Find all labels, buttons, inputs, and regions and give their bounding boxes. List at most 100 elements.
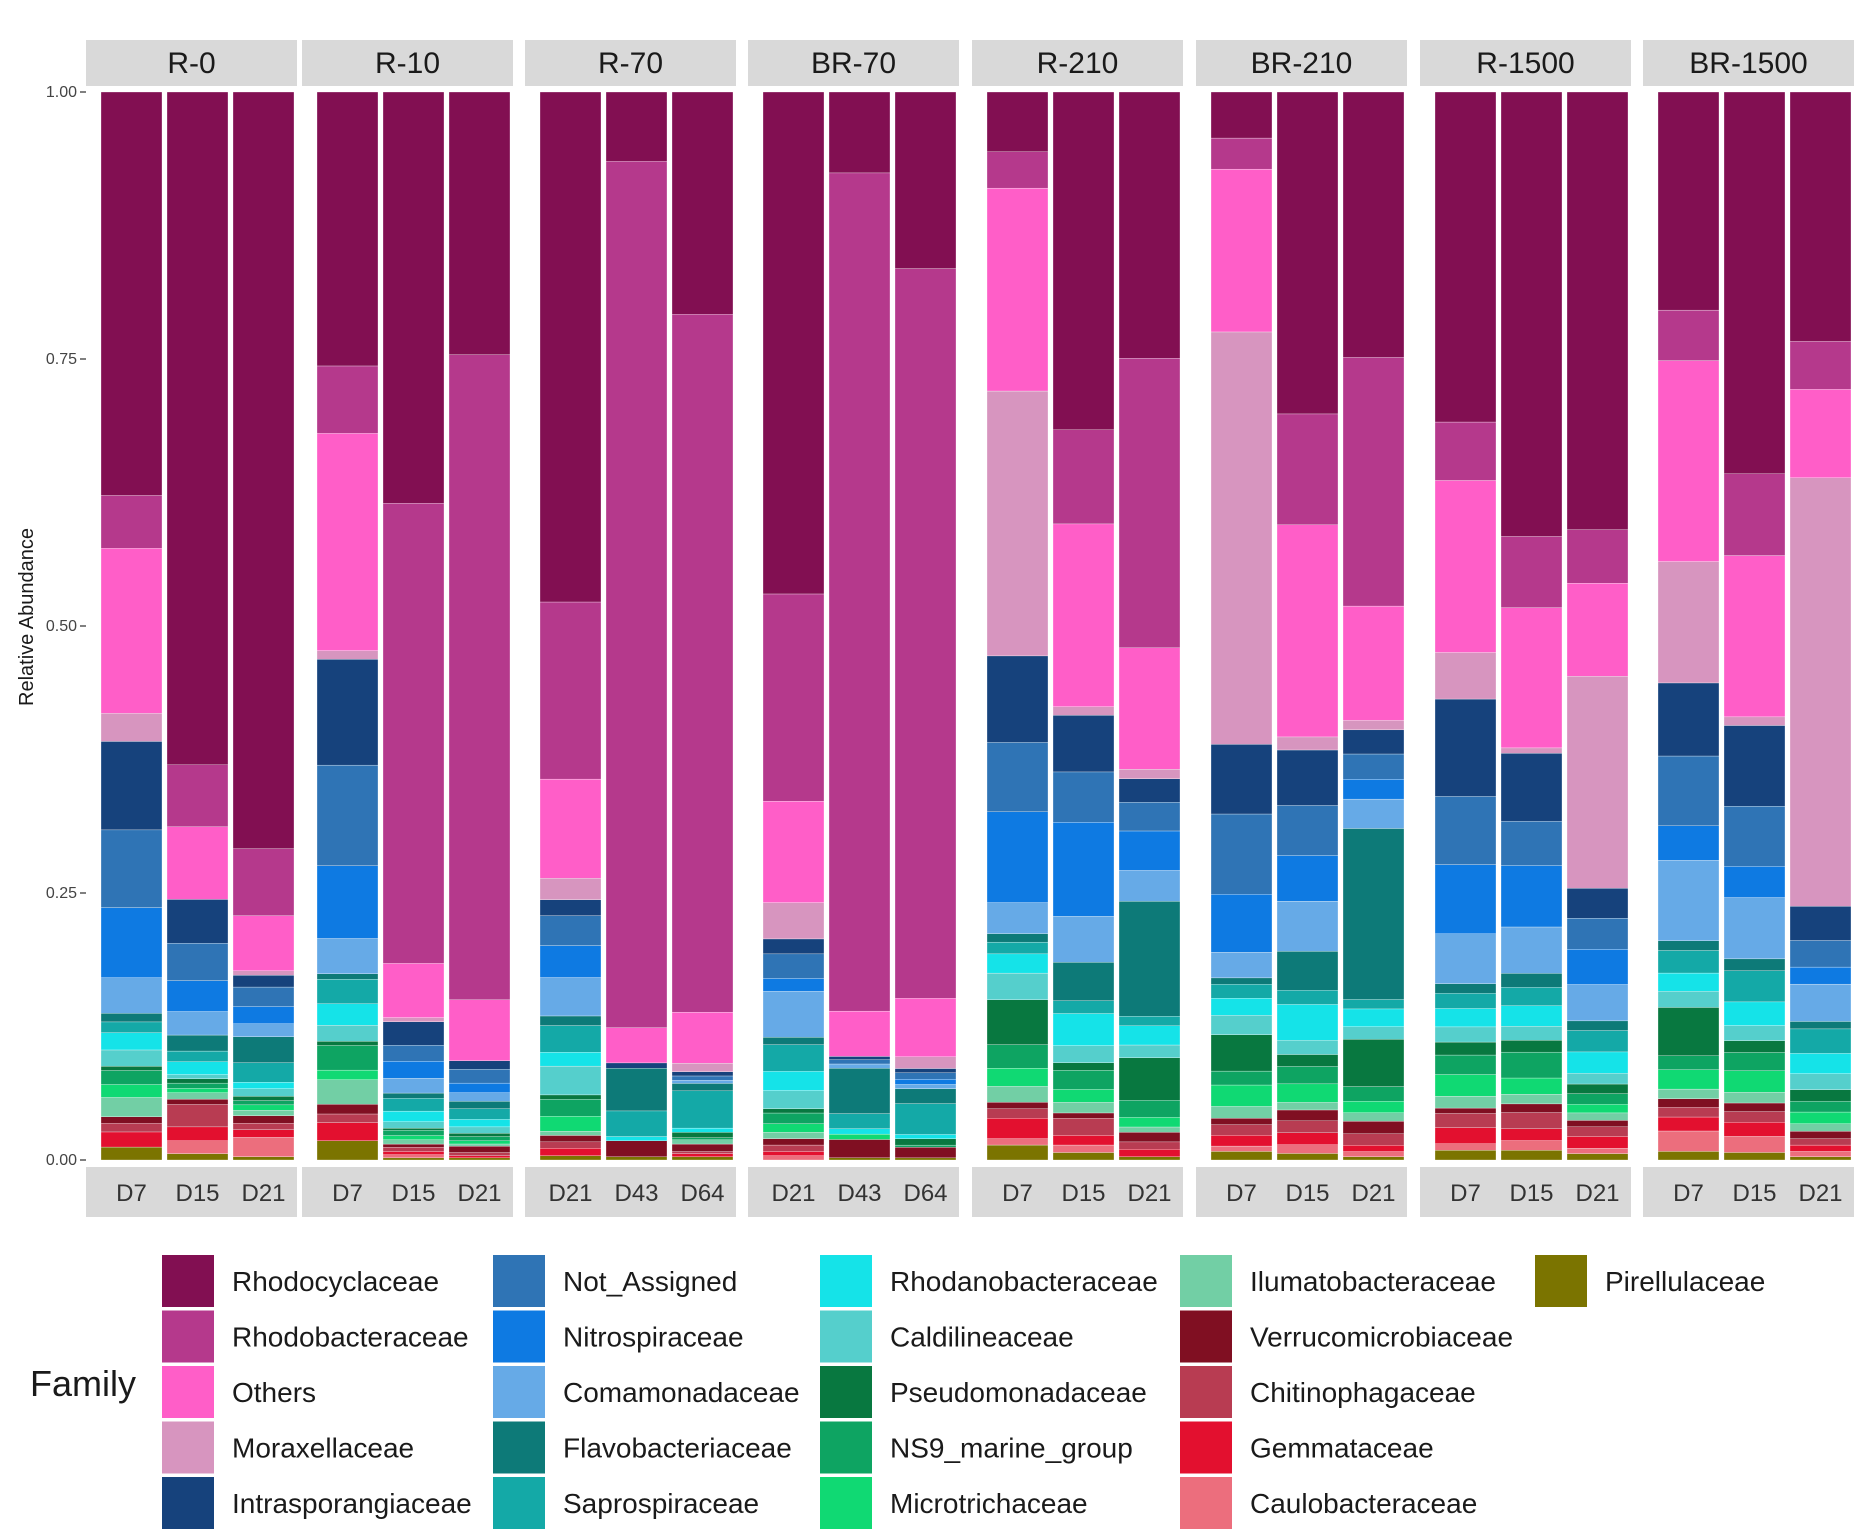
x-tick-label: D21 (241, 1180, 285, 1207)
segment-rhodobacteraceae (232, 848, 295, 916)
segment-rhodocyclaceae (1276, 91, 1339, 415)
bar-r-0-d15 (166, 91, 229, 1161)
segment-not-assigned (166, 943, 229, 981)
segment-gemmataceae (448, 1155, 511, 1159)
segment-chitinophagaceae (1789, 1138, 1852, 1146)
segment-ns9-marine-group (539, 1099, 602, 1117)
segment-nitrospiraceae (986, 811, 1049, 903)
segment-comamonadaceae (986, 902, 1049, 934)
segment-chitinophagaceae (539, 1141, 602, 1149)
segment-rhodanobacteraceae (539, 1052, 602, 1067)
segment-caldilineaceae (1434, 1026, 1497, 1043)
panel-br-210: BR-210 D7 D15 D21 (1196, 40, 1407, 1217)
segment-chitinophagaceae (1500, 1112, 1563, 1129)
segment-rhodanobacteraceae (316, 1003, 379, 1026)
segment-verrucomicrobiaceae (1500, 1103, 1563, 1113)
segment-caldilineaceae (1210, 1015, 1273, 1035)
segment-rhodocyclaceae (1500, 91, 1563, 537)
segment-pseudomonadaceae (1118, 1057, 1181, 1101)
segment-rhodobacteraceae (1566, 529, 1629, 584)
segment-pirellulaceae (986, 1144, 1049, 1161)
x-tick-label: D21 (1575, 1180, 1619, 1207)
segment-flavobacteriaceae (894, 1088, 957, 1104)
segment-saprospiraceae (316, 978, 379, 1004)
segment-nitrospiraceae (1276, 855, 1339, 902)
legend-entries: Rhodocyclaceae Rhodobacteraceae Others Mora… (162, 1255, 1765, 1529)
segment-chitinophagaceae (1052, 1118, 1115, 1136)
segment-rhodanobacteraceae (1434, 1008, 1497, 1028)
segment-saprospiraceae (232, 1062, 295, 1083)
x-strip (1420, 1167, 1631, 1217)
segment-flavobacteriaceae (316, 973, 379, 980)
segment-rhodobacteraceae (894, 268, 957, 999)
segment-ilumatobacteraceae (1052, 1102, 1115, 1114)
y-axis: 0.00 0.25 0.50 0.75 1.00 (46, 84, 86, 1169)
segment-ilumatobacteraceae (1500, 1094, 1563, 1105)
segment-flavobacteriaceae (1789, 1021, 1852, 1030)
segment-pseudomonadaceae (1434, 1041, 1497, 1056)
segment-caldilineaceae (1052, 1045, 1115, 1063)
segment-others (448, 999, 511, 1061)
segment-pirellulaceae (894, 1157, 957, 1161)
segment-intrasporangiaceae (986, 655, 1049, 743)
segment-flavobacteriaceae (1342, 828, 1405, 1000)
x-tick-label: D7 (116, 1180, 147, 1207)
segment-rhodocyclaceae (316, 91, 379, 367)
x-tick-label: D64 (680, 1180, 724, 1207)
segment-microtrichaceae (1210, 1084, 1273, 1107)
segment-pseudomonadaceae (1276, 1054, 1339, 1067)
legend-item-rhodanobacteraceae: Rhodanobacteraceae (820, 1255, 1158, 1307)
bar-br-1500-d15 (1723, 91, 1786, 1161)
segment-ns9-marine-group (1657, 1055, 1720, 1070)
bar-r-70-d43 (605, 91, 668, 1161)
legend-item-intrasporangiaceae: Intrasporangiaceae (162, 1477, 472, 1529)
segment-flavobacteriaceae (1276, 951, 1339, 991)
segment-pirellulaceae (316, 1140, 379, 1161)
segment-not-assigned (316, 764, 379, 866)
segment-ns9-marine-group (762, 1112, 825, 1124)
segment-comamonadaceae (100, 977, 163, 1014)
segment-comamonadaceae (232, 1023, 295, 1037)
segment-moraxellaceae (762, 902, 825, 940)
segment-verrucomicrobiaceae (986, 1102, 1049, 1109)
segment-nitrospiraceae (1342, 779, 1405, 800)
segment-chitinophagaceae (100, 1123, 163, 1133)
segment-moraxellaceae (1723, 716, 1786, 726)
segment-nitrospiraceae (448, 1082, 511, 1093)
segment-gemmataceae (316, 1122, 379, 1141)
segment-others (671, 1011, 734, 1064)
segment-rhodanobacteraceae (232, 1082, 295, 1089)
segment-caldilineaceae (1342, 1026, 1405, 1040)
legend-swatch (820, 1310, 872, 1363)
panel-r-10: R-10 D7 D15 D21 (302, 40, 513, 1217)
segment-pseudomonadaceae (986, 999, 1049, 1045)
segment-comamonadaceae (1789, 983, 1852, 1022)
segment-rhodanobacteraceae (382, 1110, 445, 1122)
segment-verrucomicrobiaceae (1118, 1132, 1181, 1143)
segment-rhodocyclaceae (894, 91, 957, 269)
x-strip (972, 1167, 1183, 1217)
segment-verrucomicrobiaceae (539, 1135, 602, 1143)
segment-rhodanobacteraceae (605, 1136, 668, 1141)
segment-gemmataceae (762, 1151, 825, 1156)
segment-others (1052, 523, 1115, 707)
segment-pirellulaceae (1723, 1152, 1786, 1161)
segment-intrasporangiaceae (1118, 778, 1181, 803)
segment-pseudomonadaceae (100, 1065, 163, 1071)
segment-flavobacteriaceae (100, 1013, 163, 1023)
segment-pseudomonadaceae (1723, 1040, 1786, 1053)
segment-verrucomicrobiaceae (1723, 1102, 1786, 1112)
bar-br-210-d15 (1276, 91, 1339, 1161)
legend-swatch (1180, 1366, 1232, 1418)
segment-intrasporangiaceae (1500, 753, 1563, 822)
segment-rhodobacteraceae (448, 354, 511, 1000)
legend-item-pirellulaceae: Pirellulaceae (1535, 1255, 1765, 1307)
segment-rhodobacteraceae (671, 314, 734, 1013)
segment-nitrospiraceae (316, 865, 379, 939)
x-strip (86, 1167, 297, 1217)
panel-r-0: R-0 D7 D15 D21 (86, 40, 297, 1217)
segment-microtrichaceae (539, 1116, 602, 1132)
segment-pseudomonadaceae (1210, 1034, 1273, 1072)
segment-flavobacteriaceae (1118, 901, 1181, 1017)
segment-saprospiraceae (1276, 990, 1339, 1005)
